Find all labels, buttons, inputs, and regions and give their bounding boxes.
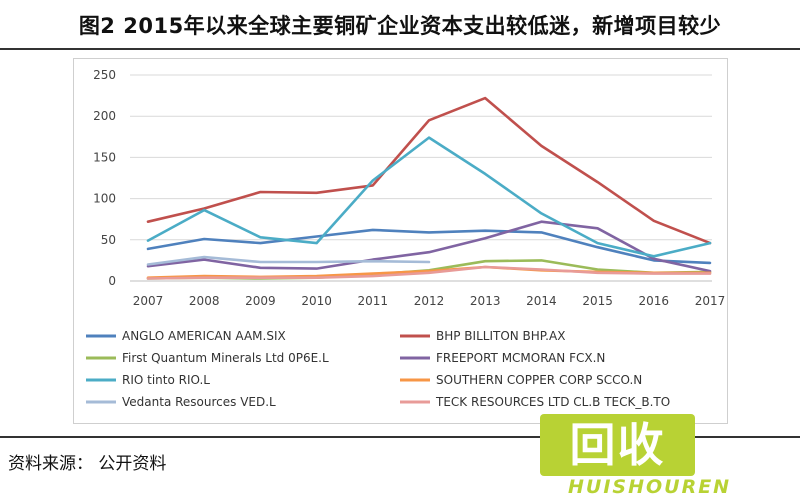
x-tick-label: 2016 [639,294,670,308]
series-line-8 [146,265,712,280]
series-line-5 [146,136,712,258]
legend-item: RIO tinto RIO.L [86,373,210,387]
watermark-brand: HUISHOUREN [568,476,732,498]
legend-label: BHP BILLITON BHP.AX [436,329,565,343]
legend-label: RIO tinto RIO.L [122,373,210,387]
y-tick-label: 150 [93,150,116,164]
y-tick-label: 250 [93,68,116,82]
x-tick-label: 2013 [470,294,501,308]
watermark: 回收 HUISHOUREN [540,406,790,498]
y-tick-label: 0 [108,274,116,288]
y-tick-label: 200 [93,109,116,123]
legend-label: Vedanta Resources VED.L [122,395,276,409]
x-tick-label: 2007 [133,294,164,308]
legend-label: TECK RESOURCES LTD CL.B TECK_B.TO [435,395,670,409]
legend-label: ANGLO AMERICAN AAM.SIX [122,329,286,343]
page-title: 图2 2015年以来全球主要铜矿企业资本支出较低迷，新增项目较少 [78,14,722,38]
x-tick-label: 2012 [414,294,445,308]
x-tick-label: 2011 [358,294,389,308]
legend-label: FREEPORT MCMORAN FCX.N [436,351,605,365]
legend-label: First Quantum Minerals Ltd 0P6E.L [122,351,329,365]
legend-item: SOUTHERN COPPER CORP SCCO.N [400,373,642,387]
series-line-4 [146,220,712,273]
series-line-7 [146,255,431,266]
x-tick-label: 2017 [695,294,726,308]
y-tick-label: 50 [101,233,116,247]
x-tick-label: 2009 [245,294,276,308]
series-lines [146,96,712,280]
legend-label: SOUTHERN COPPER CORP SCCO.N [436,373,642,387]
legend-item: FREEPORT MCMORAN FCX.N [400,351,605,365]
legend-item: Vedanta Resources VED.L [86,395,276,409]
watermark-logo: 回收 [540,414,695,476]
x-tick-label: 2008 [189,294,220,308]
legend-item: First Quantum Minerals Ltd 0P6E.L [86,351,329,365]
axis-labels: 0 50 100 150 200 250 2007 2008 2009 2010 2011 2012 2… [93,68,725,308]
legend-item: ANGLO AMERICAN AAM.SIX [86,329,286,343]
title-divider [0,48,800,50]
legend: ANGLO AMERICAN AAM.SIX BHP BILLITON BHP.A… [86,329,670,409]
y-tick-label: 100 [93,192,116,206]
series-line-2 [146,96,712,245]
legend-item: BHP BILLITON BHP.AX [400,329,565,343]
x-tick-label: 2010 [301,294,332,308]
x-tick-label: 2014 [526,294,557,308]
x-tick-label: 2015 [582,294,613,308]
series-line-1 [146,228,712,265]
footer-divider [0,436,800,438]
legend-item: TECK RESOURCES LTD CL.B TECK_B.TO [400,395,670,409]
source-note: 资料来源： 公开资料 [8,454,167,474]
